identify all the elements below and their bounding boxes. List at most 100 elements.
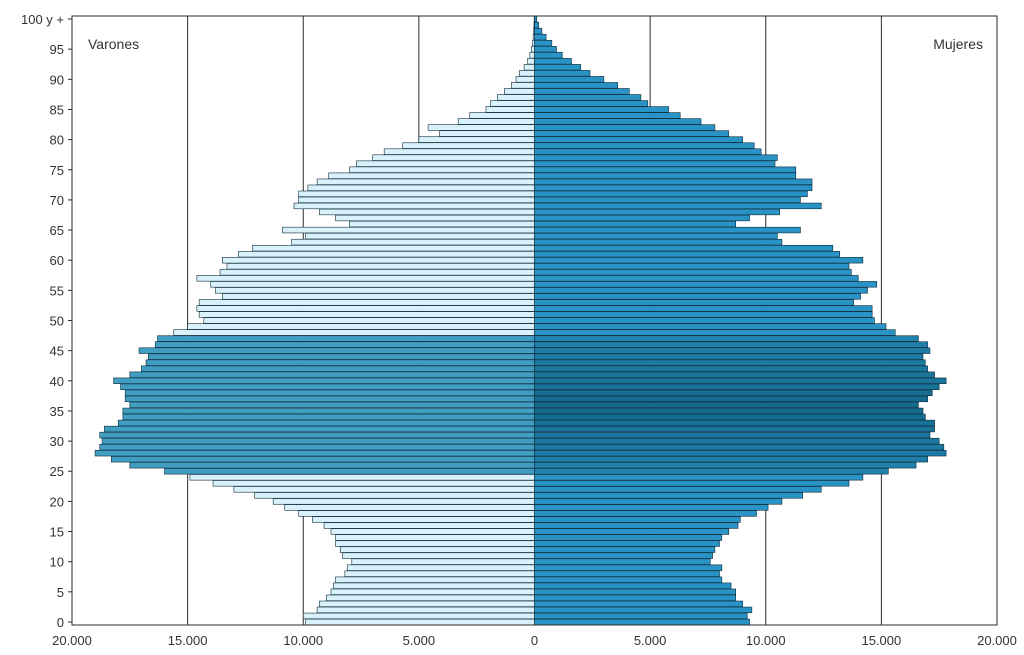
y-tick-label-3: 15 <box>50 525 64 540</box>
bar-male-age-61 <box>238 251 535 258</box>
bar-male-age-88 <box>504 88 535 95</box>
bar-female-age-85 <box>534 106 669 113</box>
bar-female-age-31 <box>534 431 931 439</box>
y-tick-label-2: 10 <box>50 555 64 570</box>
bar-male-age-90 <box>515 76 535 83</box>
bar-female-age-36 <box>534 401 919 409</box>
bar-female-age-9 <box>534 564 723 571</box>
bar-female-age-87 <box>534 94 642 101</box>
bar-female-age-67 <box>534 214 750 222</box>
bar-female-age-44 <box>534 353 924 360</box>
bar-male-age-65 <box>282 226 535 234</box>
bar-male-age-24 <box>189 474 535 481</box>
bar-female-age-98 <box>534 27 543 35</box>
bar-male-age-73 <box>316 178 535 185</box>
bar-female-age-75 <box>534 166 797 173</box>
y-tick-label-11: 55 <box>50 283 64 298</box>
y-tick-label-13: 65 <box>50 223 64 238</box>
bar-female-age-83 <box>534 118 702 125</box>
x-tick-label-5: 5.000 <box>634 633 667 648</box>
y-tick-label-10: 50 <box>50 314 64 329</box>
bar-male-age-71 <box>298 190 535 198</box>
bar-male-age-52 <box>196 305 535 312</box>
bar-female-age-74 <box>534 172 797 179</box>
y-tick-label-0: 0 <box>57 615 64 630</box>
bar-male-age-80 <box>418 136 535 143</box>
x-tick-label-0: 20.000 <box>52 633 92 648</box>
y-tick-label-6: 30 <box>50 434 64 449</box>
bar-female-age-11 <box>534 552 713 559</box>
x-tick-label-7: 15.000 <box>861 633 901 648</box>
bar-male-age-64 <box>305 232 535 240</box>
bar-female-age-81 <box>534 130 730 137</box>
bar-female-age-99 <box>534 21 539 29</box>
bar-female-age-51 <box>534 311 873 318</box>
bar-male-age-57 <box>196 275 535 282</box>
bar-male-age-83 <box>457 118 535 125</box>
bar-male-age-40 <box>113 377 535 384</box>
bar-male-age-32 <box>104 425 535 433</box>
bar-female-age-96 <box>534 39 553 47</box>
bar-female-age-76 <box>534 160 776 167</box>
bar-female-age-65 <box>534 226 801 234</box>
bar-male-age-91 <box>519 70 535 77</box>
bar-female-age-43 <box>534 359 926 366</box>
bar-male-age-48 <box>173 329 535 336</box>
bar-male-age-95 <box>531 45 535 53</box>
x-tick-label-4: 0 <box>531 633 538 648</box>
bar-female-age-21 <box>534 492 804 499</box>
bar-female-age-1 <box>534 612 748 620</box>
bar-male-age-81 <box>439 130 535 137</box>
bar-male-age-17 <box>312 516 535 523</box>
bar-male-age-25 <box>164 468 535 475</box>
bar-male-age-27 <box>111 456 535 463</box>
bar-female-age-16 <box>534 522 739 529</box>
bar-female-age-80 <box>534 136 743 143</box>
bar-male-age-26 <box>129 462 535 469</box>
bar-male-age-72 <box>307 184 535 192</box>
bar-male-age-36 <box>129 401 535 409</box>
bar-female-age-50 <box>534 317 875 324</box>
bar-female-age-72 <box>534 184 813 192</box>
bar-male-age-94 <box>529 52 535 59</box>
bar-male-age-8 <box>344 570 535 577</box>
bar-male-age-79 <box>402 142 535 149</box>
bar-female-age-57 <box>534 275 859 282</box>
bar-female-age-13 <box>534 540 720 547</box>
bar-male-age-37 <box>124 395 535 403</box>
bar-female-age-92 <box>534 64 582 71</box>
bar-male-age-96 <box>532 39 535 47</box>
bar-female-age-42 <box>534 365 928 372</box>
bar-male-age-39 <box>120 383 535 390</box>
bar-female-age-8 <box>534 570 720 577</box>
y-tick-label-4: 20 <box>50 494 64 509</box>
y-tick-label-16: 80 <box>50 133 64 148</box>
bar-female-age-61 <box>534 251 841 258</box>
bar-male-age-16 <box>323 522 535 529</box>
bar-male-age-29 <box>99 443 535 451</box>
bar-male-age-22 <box>233 486 535 493</box>
bar-female-age-39 <box>534 383 940 390</box>
bar-male-age-1 <box>302 612 535 620</box>
bar-male-age-55 <box>215 287 535 294</box>
bar-female-age-95 <box>534 45 557 53</box>
bar-female-age-29 <box>534 443 945 451</box>
bar-male-age-82 <box>427 124 535 131</box>
bar-female-age-24 <box>534 474 864 481</box>
bar-female-age-66 <box>534 220 736 228</box>
bar-male-age-35 <box>122 407 535 415</box>
bar-female-age-73 <box>534 178 813 185</box>
bar-female-age-78 <box>534 148 762 155</box>
bar-female-age-47 <box>534 335 919 342</box>
bar-male-age-6 <box>333 582 535 589</box>
bar-female-age-53 <box>534 299 854 306</box>
bar-male-age-18 <box>298 510 535 517</box>
bar-female-age-3 <box>534 600 743 608</box>
bar-female-age-91 <box>534 70 591 77</box>
y-tick-label-9: 45 <box>50 344 64 359</box>
x-axis-ticks: 20.000 15.000 10.000 5.000 0 5.000 10.000 15.00… <box>52 633 1017 648</box>
bar-female-age-69 <box>534 202 822 210</box>
bar-male-age-33 <box>117 419 535 427</box>
bar-female-age-45 <box>534 347 931 354</box>
bar-male-age-30 <box>101 437 535 445</box>
